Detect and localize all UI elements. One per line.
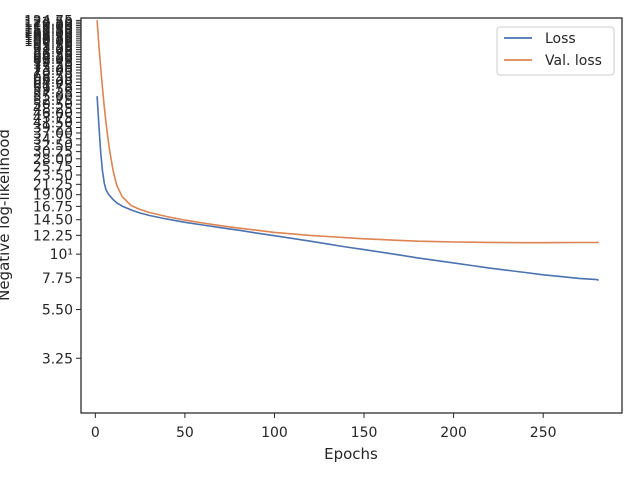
y-tick-label: 86.50: [33, 47, 73, 63]
x-tick-label: 100: [261, 425, 288, 441]
y-tick-label: 124.75: [24, 13, 73, 29]
y-tick-label: 12.25: [33, 228, 73, 244]
y-tick-label: 104.50: [24, 30, 73, 46]
y-tick-label: 3.25: [42, 351, 73, 367]
y-tick-label: 39.25: [33, 120, 73, 136]
y-tick-label: 82.00: [33, 52, 73, 68]
y-tick-label: 84.25: [33, 50, 73, 66]
y-tick-label: 122.50: [24, 15, 73, 31]
x-tick-label: 0: [91, 425, 100, 441]
y-tick-label: 23.50: [33, 168, 73, 184]
legend-box: [496, 26, 615, 76]
y-tick-label: 25.75: [33, 160, 73, 176]
y-tick-label: 46.00: [33, 106, 73, 122]
y-tick-label: 120.25: [24, 17, 73, 33]
x-axis-label: Epochs: [324, 445, 378, 463]
y-tick-label: 111.25: [24, 24, 73, 40]
y-tick-label: 19.00: [33, 188, 73, 204]
y-tick-label: 100.00: [24, 34, 73, 50]
y-tick-label: 88.75: [33, 45, 73, 61]
y-tick-label: 55.00: [33, 89, 73, 105]
y-tick-label: 95.50: [33, 38, 73, 54]
y-tick-label: 93.25: [33, 40, 73, 56]
y-tick-label: 16.75: [33, 199, 73, 215]
y-tick-label: 37.00: [33, 126, 73, 142]
y-tick-label: 113.50: [24, 22, 73, 38]
legend-label-loss: Loss: [545, 31, 576, 47]
y-axis-ticks: 3.25 5.50 7.75 10¹ 12.2514.5016.7519.0021.25…: [24, 13, 81, 367]
plot-frame: [80, 17, 623, 414]
y-tick-label: 79.75: [33, 55, 73, 71]
y-tick-label: 41.50: [33, 115, 73, 131]
series-lines: [96, 20, 599, 281]
y-tick-label: 48.25: [33, 101, 73, 117]
y-tick-label: 5.50: [42, 303, 73, 319]
y-tick-label: 32.50: [33, 138, 73, 154]
y-tick-label: 77.50: [33, 57, 73, 73]
y-tick-label: 64.00: [33, 75, 73, 91]
x-tick-label: 50: [176, 425, 194, 441]
y-tick-label: 50.50: [33, 97, 73, 113]
y-tick-label: 70.75: [33, 66, 73, 82]
y-tick-label: 73.00: [33, 63, 73, 79]
y-tick-label: 34.75: [33, 132, 73, 148]
y-tick-label: 14.50: [33, 213, 73, 229]
series-line-loss: [96, 96, 599, 281]
y-tick-label: 59.50: [33, 82, 73, 98]
legend-label-val-loss: Val. loss: [545, 53, 602, 69]
y-tick-label: 118.00: [24, 19, 73, 35]
y-tick-label: 115.75: [24, 20, 73, 36]
y-tick-label: 52.75: [33, 93, 73, 109]
y-tick-label: 57.25: [33, 86, 73, 102]
y-tick-label: 43.75: [33, 110, 73, 126]
x-tick-label: 200: [440, 425, 467, 441]
y-tick-label: 61.75: [33, 79, 73, 95]
y-tick-label: 7.75: [42, 271, 73, 287]
y-tick-label: 97.75: [33, 36, 73, 52]
y-tick-label: 21.25: [33, 177, 73, 193]
y-tick-label: 28.00: [33, 152, 73, 168]
y-tick-label: 30.25: [33, 145, 73, 161]
y-tick-label: 106.75: [24, 28, 73, 44]
y-tick-label: 109.00: [24, 26, 73, 42]
y-tick-label: 66.25: [33, 72, 73, 88]
x-tick-label: 150: [351, 425, 378, 441]
y-tick-label: 68.50: [33, 69, 73, 85]
y-tick-label: 102.25: [24, 32, 73, 48]
y-axis-label: Negative log-likelihood: [0, 129, 13, 301]
y-tick-label: 10¹: [50, 247, 73, 263]
series-line-val-loss: [96, 20, 599, 244]
y-tick-label: 91.00: [33, 43, 73, 59]
y-tick-label: 75.25: [33, 60, 73, 76]
legend: Loss Val. loss: [496, 26, 615, 76]
x-axis-ticks: 0 50 100 150 200 250: [91, 413, 557, 441]
x-tick-label: 250: [530, 425, 557, 441]
